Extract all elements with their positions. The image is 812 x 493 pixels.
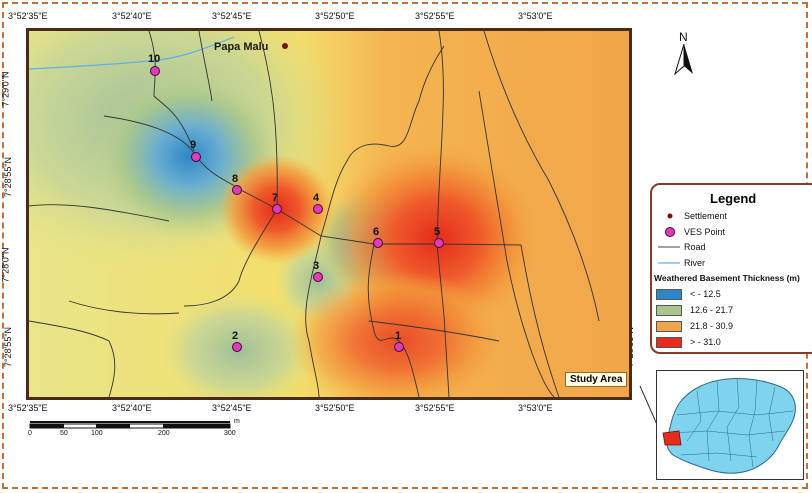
legend-title: Legend	[710, 191, 757, 206]
legend-class-2: 12.6 - 21.7	[690, 305, 734, 315]
legend-class-4: > - 31.0	[690, 337, 721, 347]
coord-top-1: 3°52'35"E	[8, 11, 48, 21]
ves-point-6[interactable]: 6	[373, 226, 383, 248]
ves-point-3[interactable]: 3	[313, 260, 323, 282]
north-arrow: N	[672, 30, 696, 76]
scale-tick-200: 200	[158, 430, 170, 437]
coord-top-4: 3°52'50"E	[315, 11, 355, 21]
coord-top-6: 3°53'0"E	[518, 11, 553, 21]
legend-river: River	[684, 258, 706, 268]
ves-point-1[interactable]: 1	[394, 330, 404, 352]
coord-top-5: 3°52'55"E	[415, 11, 455, 21]
settlement-label: Papa Malu	[214, 41, 268, 53]
coord-bottom-3: 3°52'45"E	[212, 403, 252, 413]
svg-text:1: 1	[395, 330, 401, 342]
legend-thickness-title: Weathered Basement Thickness (m)	[654, 273, 800, 283]
coord-bottom-4: 3°52'50"E	[315, 403, 355, 413]
ves-point-10[interactable]: 10	[148, 53, 160, 76]
scale-tick-300: 300	[224, 430, 236, 437]
coord-bottom-5: 3°52'55"E	[415, 403, 455, 413]
settlement-symbol	[667, 213, 673, 219]
coord-bottom-2: 3°52'40"E	[112, 403, 152, 413]
legend-ves-point: VES Point	[684, 227, 726, 237]
ves-point-symbol	[665, 227, 675, 237]
coord-bottom-6: 3°53'0"E	[518, 403, 553, 413]
ves-point-4[interactable]: 4	[313, 192, 323, 214]
study-area-marker	[662, 430, 682, 446]
coord-left-2: 7°28'55"N	[3, 156, 14, 198]
legend-swatch-2	[656, 305, 682, 316]
legend-class-3: 21.8 - 30.9	[690, 321, 734, 331]
scale-unit: m	[234, 418, 240, 425]
legend-swatch-3	[656, 321, 682, 332]
river-line	[29, 36, 235, 70]
coord-left-4: 7°28'55"N	[3, 326, 14, 368]
scale-tick-100: 100	[91, 430, 103, 437]
ves-point-8[interactable]: 8	[232, 173, 242, 195]
svg-text:2: 2	[232, 330, 238, 342]
coord-left-3: 7°28'0"N	[0, 247, 11, 283]
inset-map-nigeria	[656, 370, 804, 480]
svg-text:7: 7	[272, 192, 278, 204]
scale-tick-0: 0	[28, 430, 32, 437]
coord-left-1: 7°29'0"N	[0, 71, 11, 107]
svg-text:6: 6	[373, 226, 379, 238]
coord-top-2: 3°52'40"E	[112, 11, 152, 21]
ves-point-2[interactable]: 2	[232, 330, 242, 352]
coord-top-3: 3°52'45"E	[212, 11, 252, 21]
settlement-marker[interactable]	[282, 43, 288, 49]
north-label: N	[679, 30, 688, 44]
legend-panel: Legend Settlement VES Point Road River W…	[650, 183, 812, 354]
legend-settlement: Settlement	[684, 211, 728, 221]
study-area-label: Study Area	[565, 372, 628, 387]
svg-text:3: 3	[313, 260, 319, 272]
legend-symbols	[658, 213, 680, 264]
thickness-map[interactable]: Papa Malu 10 9 8 7 4	[26, 28, 632, 400]
scale-bar: 0 50 100 200 300 m	[28, 418, 268, 447]
scale-tick-50: 50	[60, 430, 68, 437]
legend-swatch-4	[656, 337, 682, 348]
legend-class-1: < - 12.5	[690, 289, 721, 299]
map-canvas: Papa Malu 10 9 8 7 4	[29, 31, 629, 397]
legend-road: Road	[684, 242, 706, 252]
svg-text:10: 10	[148, 53, 160, 65]
svg-text:9: 9	[190, 139, 196, 151]
coord-bottom-1: 3°52'35"E	[8, 403, 48, 413]
ves-point-7[interactable]: 7	[272, 192, 282, 214]
ves-point-9[interactable]: 9	[190, 139, 201, 162]
svg-text:4: 4	[313, 192, 320, 204]
svg-text:8: 8	[232, 173, 238, 185]
legend-swatch-1	[656, 289, 682, 300]
ves-point-5[interactable]: 5	[434, 226, 444, 248]
svg-text:5: 5	[434, 226, 440, 238]
